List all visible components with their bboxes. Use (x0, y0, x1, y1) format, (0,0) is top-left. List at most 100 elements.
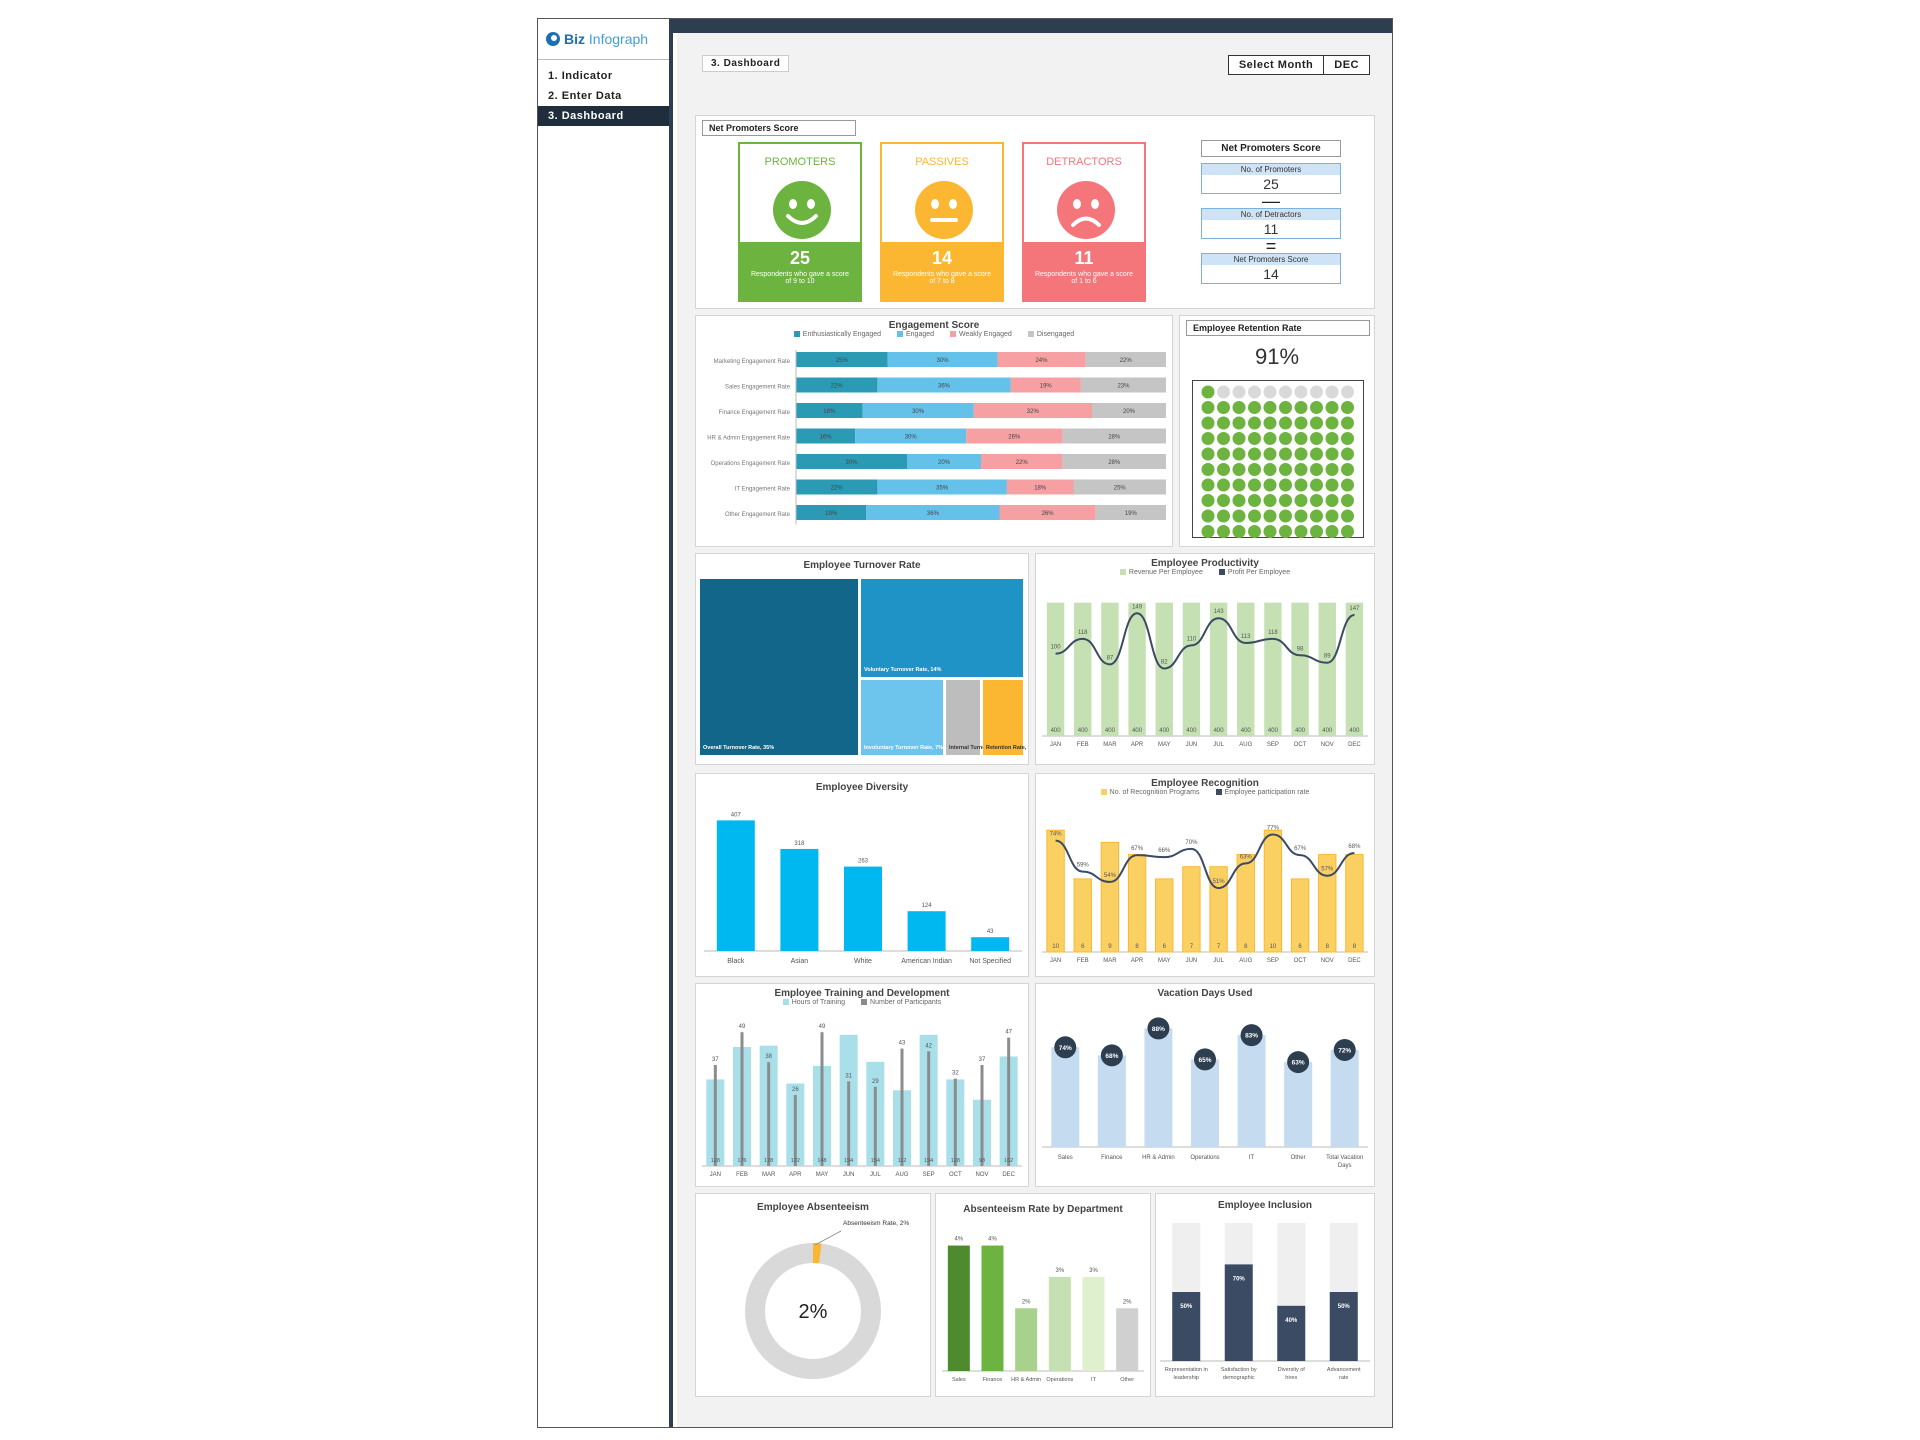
line-data-label: 113 (1241, 634, 1251, 640)
diversity-bar (844, 866, 882, 951)
engagement-bar-segment (1062, 454, 1166, 469)
engagement-data-label: 20% (938, 460, 951, 466)
legend-swatch (861, 999, 868, 1006)
bar-data-label: 7 (1217, 944, 1221, 950)
vacation-data-label: 65% (1198, 1057, 1211, 1064)
engagement-title: Engagement Score (888, 320, 980, 331)
bar-data-label: 400 (1051, 728, 1062, 734)
retention-dot-filled (1217, 525, 1230, 538)
nav-item-enter-data[interactable]: 2. Enter Data (548, 90, 622, 102)
retention-dot-filled (1248, 447, 1261, 461)
training-participants-bar (953, 1078, 957, 1166)
inclusion-bar (1277, 1305, 1306, 1361)
retention-dot-filled (1248, 494, 1261, 507)
engagement-category-label: IT Engagement Rate (735, 487, 791, 493)
treemap-tile (946, 680, 980, 755)
detractors-label: DETRACTORS (1046, 156, 1122, 168)
participants-data-label: 26 (792, 1087, 799, 1093)
retention-dot-filled (1217, 478, 1230, 492)
absence-dept-panel: Absenteeism Rate by Department 4% Sales 4%… (935, 1193, 1151, 1397)
engagement-bar-segment (1095, 505, 1166, 520)
x-tick-label: AUG (1239, 742, 1252, 748)
retention-dot-filled (1310, 463, 1323, 476)
absenteeism-panel: Employee Absenteeism 2% Absenteeism Rate,… (695, 1193, 931, 1397)
inclusion-category-label: leadership (1174, 1375, 1199, 1381)
hours-data-label: 128 (711, 1158, 720, 1164)
training-panel: Employee Training and Development Hours … (695, 983, 1029, 1187)
retention-dot-filled (1248, 432, 1261, 445)
diversity-category-label: Black (727, 958, 745, 965)
nps-section-title: Net Promoters Score (702, 120, 856, 136)
x-tick-label: AUG (1239, 958, 1252, 964)
x-tick-label: JAN (1050, 742, 1061, 748)
vacation-category-label: Other (1291, 1155, 1306, 1161)
retention-dot-filled (1217, 416, 1230, 430)
vacation-label-circle (1194, 1048, 1216, 1071)
bar (1236, 854, 1255, 953)
treemap-tile-label: Retention Rate, 3% (986, 745, 1028, 751)
absence-dept-title: Absenteeism Rate by Department (963, 1204, 1123, 1215)
retention-dot-filled (1263, 416, 1277, 430)
legend-entry: Engaged (897, 331, 934, 338)
training-chart: 37 128 JAN 49 176 FEB 38 178 MAR 26 122 APR 49 148 MAY… (702, 1024, 1022, 1178)
absenteeism-title: Employee Absenteeism (757, 1202, 869, 1213)
training-legend: Hours of Training Number of Participants (696, 999, 1028, 1006)
bar-data-label: 400 (1322, 728, 1333, 734)
participants-data-label: 49 (739, 1024, 746, 1030)
engagement-bar-segment (862, 403, 974, 418)
bar (1100, 841, 1120, 953)
retention-dot-filled (1279, 509, 1292, 523)
productivity-title: Employee Productivity (1151, 558, 1259, 569)
retention-dot-filled (1310, 525, 1323, 538)
vacation-category-label: IT (1249, 1155, 1255, 1161)
line-data-label: 51% (1213, 879, 1226, 885)
retention-dot-filled (1325, 494, 1339, 507)
retention-dot-filled (1279, 463, 1292, 476)
absence-category-label: Sales (952, 1377, 966, 1383)
retention-dot-filled (1341, 525, 1354, 538)
passives-label: PASSIVES (915, 156, 969, 168)
vacation-label-circle (1054, 1036, 1077, 1059)
engagement-bar-segment (796, 403, 863, 418)
retention-dot-filled (1217, 494, 1230, 507)
nps-calc-score-label: Net Promoters Score (1202, 254, 1340, 265)
x-tick-label: OCT (1294, 958, 1307, 964)
vacation-data-label: 74% (1059, 1045, 1072, 1052)
bar-data-label: 8 (1353, 944, 1357, 950)
engagement-data-label: 25% (1114, 486, 1127, 492)
x-tick-label: OCT (1294, 742, 1307, 748)
series-line (1055, 833, 1355, 890)
nav-item-dashboard[interactable]: 3. Dashboard (538, 106, 669, 126)
x-tick-label: JAN (1050, 958, 1061, 964)
nps-calc-promoters-label: No. of Promoters (1202, 164, 1340, 175)
line-data-label: 59% (1077, 863, 1090, 869)
engagement-bar-segment (866, 505, 1000, 520)
legend-swatch (782, 999, 789, 1006)
bar-data-label: 6 (1163, 944, 1167, 950)
x-tick-label: JAN (710, 1172, 721, 1178)
diversity-title: Employee Diversity (815, 782, 909, 793)
promoters-label: PROMOTERS (764, 156, 836, 168)
hours-data-label: 148 (817, 1158, 826, 1164)
absence-category-label: HR & Admin (1011, 1377, 1041, 1383)
retention-dot-filled (1232, 509, 1246, 523)
retention-dot-filled (1279, 494, 1292, 507)
retention-dot-empty (1294, 385, 1308, 399)
main-area: 3. Dashboard Select Month DEC Net Promot… (677, 33, 1392, 1427)
engagement-data-label: 28% (1108, 460, 1121, 466)
month-select[interactable]: Select Month DEC (1227, 55, 1370, 75)
nav-item-indicator[interactable]: 1. Indicator (548, 70, 613, 82)
inclusion-category-label: demographic (1223, 1375, 1255, 1381)
training-participants-bar (713, 1064, 717, 1166)
inclusion-category-label: Satisfaction by (1221, 1367, 1257, 1373)
month-select-value[interactable]: DEC (1323, 56, 1369, 74)
month-select-label: Select Month (1238, 59, 1314, 71)
legend-entry: Disengaged (1027, 331, 1074, 338)
participants-data-label: 31 (845, 1073, 852, 1079)
engagement-data-label: 26% (1042, 511, 1055, 517)
legend-swatch (1027, 331, 1034, 338)
breadcrumb: 3. Dashboard (702, 55, 790, 72)
absence-bar (947, 1245, 970, 1371)
passives-footer: 14 Respondents who gave a score of 7 to … (882, 242, 1002, 300)
engagement-data-label: 26% (1008, 435, 1021, 441)
